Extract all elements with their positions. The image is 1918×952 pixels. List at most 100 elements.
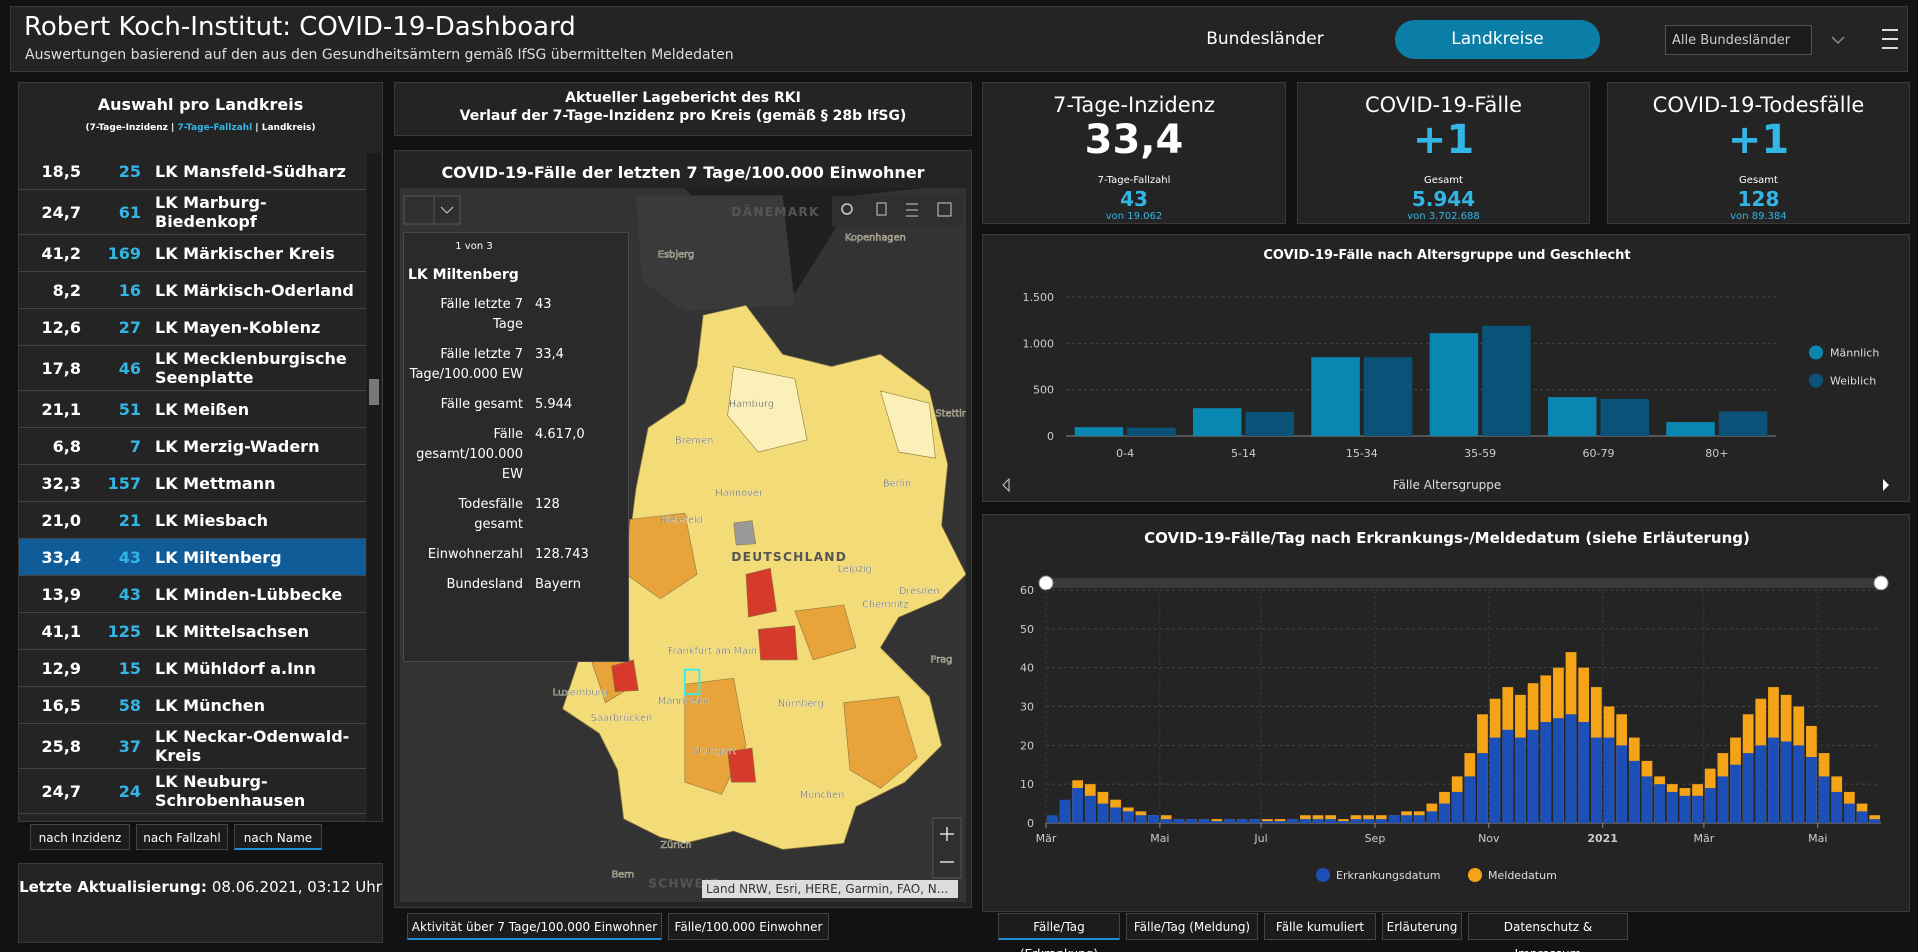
bar: [1603, 737, 1615, 823]
map-label: Prag: [931, 654, 953, 665]
bar: [1718, 411, 1768, 436]
incidence: 12,9: [41, 658, 81, 678]
list-row[interactable]: 16,5 58 LK München: [19, 687, 366, 724]
bar: [1198, 819, 1210, 823]
list-row[interactable]: 33,4 43 LK Miltenberg: [19, 539, 366, 576]
map-region: [727, 747, 757, 783]
dropdown[interactable]: Alle Bundesländer: [1665, 25, 1812, 55]
map-highlight: [683, 668, 701, 696]
field-label: Fälle gesamt/100.000 EW: [416, 427, 523, 482]
map-region: [879, 390, 936, 459]
incidence: 21,1: [41, 399, 81, 419]
list-row[interactable]: 12,9 15 LK Mühldorf a.Inn: [19, 650, 366, 687]
field-label: Bundesland: [446, 577, 524, 592]
sort-button[interactable]: nach Name: [234, 824, 322, 850]
incidence: 16,5: [41, 695, 81, 715]
incidence: 41,1: [41, 621, 81, 641]
list-row[interactable]: 6,8 7 LK Merzig-Wadern: [19, 428, 366, 465]
x-tick-label: Mai: [1808, 832, 1827, 845]
incidence: 6,8: [52, 436, 81, 456]
list-row[interactable]: 17,8 46 LK Mecklenburgische Seenplatte: [19, 346, 366, 391]
kpi-total: von 19.062: [1105, 211, 1163, 222]
chart-tab[interactable]: Fälle/Tag (Erkrankung): [998, 913, 1120, 952]
list-subtitle-part: (7-Tage-Inzidenz |: [85, 123, 178, 133]
bar: [1464, 776, 1476, 823]
list-row[interactable]: 13,9 43 LK Minden-Lübbecke: [19, 576, 366, 613]
district-name: LK Märkischer Kreis: [155, 243, 335, 263]
map-tab[interactable]: Fälle/100.000 Einwohner: [668, 913, 829, 940]
case-count: 27: [118, 317, 141, 337]
map-title: COVID-19-Fälle der letzten 7 Tage/100.00…: [441, 163, 925, 182]
map-label: Stettin: [935, 409, 966, 420]
bar: [1616, 745, 1628, 823]
kpi-sub-label: Gesamt: [1424, 175, 1463, 186]
x-tick-label: 35-59: [1464, 447, 1496, 460]
chart: COVID-19-Fälle nach Altersgruppe und Ges…: [1002, 248, 1889, 493]
bar: [1375, 819, 1387, 823]
bar: [1679, 795, 1691, 823]
incidence: 17,8: [41, 358, 81, 378]
district-name: LK Mansfeld-Südharz: [155, 161, 346, 181]
kpi-sub-value: 43: [1120, 187, 1148, 211]
nav-button[interactable]: Bundesländer: [1206, 29, 1324, 49]
map-label: Hamburg: [729, 399, 774, 410]
field-label: Fälle gesamt: [440, 397, 523, 412]
sort-button[interactable]: nach Fallzahl: [136, 824, 228, 850]
list-row[interactable]: 41,1 125 LK Mittelsachsen: [19, 613, 366, 650]
bar: [1742, 753, 1754, 823]
map-label: Hannover: [715, 488, 763, 499]
list-row[interactable]: 21,0 21 LK Miesbach: [19, 502, 366, 539]
incidence: 41,2: [41, 243, 81, 263]
bar: [1641, 776, 1653, 823]
district-name: LK München: [155, 695, 265, 715]
y-tick-label: 0: [1047, 430, 1054, 443]
district-name: LK Neuburg-Schrobenhausen: [155, 772, 306, 810]
district-name: LK Mühldorf a.Inn: [155, 658, 316, 678]
district-name: LK Merzig-Wadern: [155, 436, 320, 456]
map-region: [611, 659, 639, 693]
x-tick-label: 0-4: [1116, 447, 1134, 460]
map-tab[interactable]: Aktivität über 7 Tage/100.000 Einwohner: [407, 913, 662, 940]
scrollbar-thumb: [369, 379, 379, 405]
bar: [1502, 729, 1514, 823]
map-region: [745, 567, 777, 618]
map-label: Frankfurt am Main: [668, 646, 757, 657]
district-name: LK Miesbach: [155, 510, 269, 530]
map-denmark: [635, 195, 795, 312]
field-value: 43: [535, 297, 552, 312]
bar: [1097, 803, 1109, 823]
list-row[interactable]: 8,2 16 LK Märkisch-Oderland: [19, 272, 366, 309]
nav-button-active[interactable]: Landkreise: [1395, 20, 1600, 59]
list-row[interactable]: 24,7 61 LK Marburg-Biedenkopf: [19, 190, 366, 235]
list-row[interactable]: 25,8 37 LK Neckar-Odenwald-Kreis: [19, 724, 366, 769]
chart-panel: COVID-19-Fälle nach Altersgruppe und Ges…: [982, 234, 1910, 502]
bar: [1717, 776, 1729, 823]
bar: [1831, 791, 1843, 823]
chart-tab[interactable]: Fälle kumuliert: [1264, 913, 1376, 940]
report-box[interactable]: Aktueller Lagebericht des RKI Verlauf der…: [394, 82, 972, 136]
list-row[interactable]: 18,5 25 LK Mansfeld-Südharz: [19, 153, 366, 190]
kpi-card: COVID-19-Todesfälle +1 Gesamt 128 von 89.384: [1607, 82, 1910, 224]
field-label: Fälle letzte 7 Tage: [440, 297, 523, 332]
page-subtitle: Auswertungen basierend auf den aus den G…: [25, 47, 734, 63]
chart-tab[interactable]: Erläuterung: [1382, 913, 1462, 940]
bar: [1515, 737, 1526, 823]
bar: [1211, 821, 1223, 823]
chart: COVID-19-Fälle/Tag nach Erkrankungs-/Mel…: [1020, 529, 1889, 882]
y-tick-label: 0: [1027, 817, 1034, 830]
list-row[interactable]: 24,7 24 LK Neuburg-Schrobenhausen: [19, 769, 366, 814]
chart-tab[interactable]: Fälle/Tag (Meldung): [1126, 913, 1258, 940]
list-row[interactable]: 41,2 169 LK Märkischer Kreis: [19, 235, 366, 272]
incidence: 18,5: [41, 161, 81, 181]
sort-button[interactable]: nach Inzidenz: [30, 824, 130, 850]
chart-tab[interactable]: Datenschutz & Impressum: [1468, 913, 1628, 952]
list-row[interactable]: 32,3 157 LK Mettmann: [19, 465, 366, 502]
list-panel: Auswahl pro Landkreis (7-Tage-Inzidenz | …: [18, 82, 383, 822]
list-row[interactable]: 21,1 51 LK Meißen: [19, 391, 366, 428]
list-row[interactable]: 12,6 27 LK Mayen-Koblenz: [19, 309, 366, 346]
bar: [1666, 422, 1715, 436]
map-label: DEUTSCHLAND: [731, 550, 847, 564]
incidence: 24,7: [41, 781, 81, 801]
field-value: 4.617,0: [535, 427, 585, 442]
